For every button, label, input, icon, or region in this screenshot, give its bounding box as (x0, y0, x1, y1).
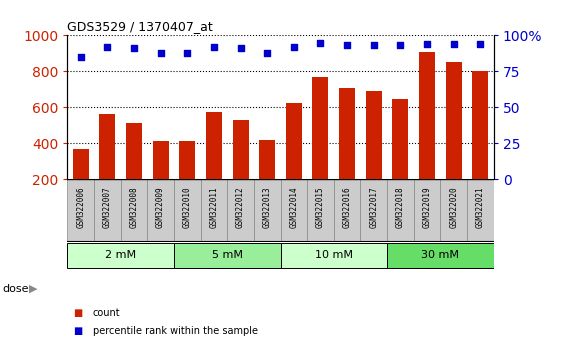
Point (263, 50, 272, 56)
Bar (201, 179, 227, 242)
Bar (445, 62, 462, 179)
Bar (254, 179, 280, 242)
Text: GSM322019: GSM322019 (422, 187, 431, 228)
Bar (339, 87, 355, 179)
Point (422, 41, 431, 47)
Text: GSM322008: GSM322008 (130, 187, 139, 228)
Text: GSM322007: GSM322007 (103, 187, 112, 228)
Point (396, 42, 405, 48)
Bar (94, 179, 121, 242)
Bar (67, 244, 174, 268)
Text: GSM322017: GSM322017 (369, 187, 378, 228)
Point (449, 41, 458, 47)
Bar (393, 99, 408, 179)
Text: ■: ■ (73, 308, 82, 318)
Point (103, 44, 112, 50)
Bar (472, 72, 488, 179)
Bar (286, 103, 302, 179)
Bar (419, 52, 435, 179)
Text: GSM322009: GSM322009 (156, 187, 165, 228)
Bar (153, 141, 168, 179)
Bar (360, 179, 387, 242)
Bar (147, 179, 174, 242)
Point (209, 44, 218, 50)
Point (130, 46, 139, 51)
Text: GDS3529 / 1370407_at: GDS3529 / 1370407_at (67, 20, 213, 33)
Text: ■: ■ (73, 326, 82, 336)
Point (289, 44, 298, 50)
Bar (413, 179, 440, 242)
Point (156, 50, 165, 56)
Bar (99, 114, 116, 179)
Text: GSM322013: GSM322013 (263, 187, 272, 228)
Bar (174, 244, 280, 268)
Bar (307, 179, 334, 242)
Text: 30 mM: 30 mM (421, 250, 459, 260)
Bar (366, 91, 381, 179)
Text: GSM322014: GSM322014 (289, 187, 298, 228)
Bar (126, 124, 142, 179)
Point (76, 54, 85, 60)
Bar (280, 244, 387, 268)
Text: count: count (93, 308, 120, 318)
Bar (259, 139, 275, 179)
Bar (387, 179, 413, 242)
Bar (440, 179, 467, 242)
Text: GSM322011: GSM322011 (209, 187, 218, 228)
Text: GSM322021: GSM322021 (476, 187, 485, 228)
Point (343, 42, 352, 48)
Bar (334, 179, 360, 242)
Text: GSM322006: GSM322006 (76, 187, 85, 228)
Text: GSM322020: GSM322020 (449, 187, 458, 228)
Bar (206, 112, 222, 179)
Text: 10 mM: 10 mM (315, 250, 353, 260)
Point (236, 46, 245, 51)
Text: dose: dose (3, 284, 29, 293)
Point (183, 50, 192, 56)
Bar (227, 179, 254, 242)
Point (369, 42, 378, 48)
Bar (67, 179, 94, 242)
Text: GSM322016: GSM322016 (343, 187, 352, 228)
Point (476, 41, 485, 47)
Text: 2 mM: 2 mM (105, 250, 136, 260)
Bar (467, 179, 494, 242)
Bar (312, 77, 328, 179)
Bar (174, 179, 201, 242)
Bar (73, 149, 89, 179)
Bar (121, 179, 147, 242)
Point (316, 40, 325, 45)
Bar (232, 120, 249, 179)
Text: GSM322010: GSM322010 (183, 187, 192, 228)
Bar (180, 141, 195, 179)
Text: 5 mM: 5 mM (211, 250, 243, 260)
Bar (280, 179, 307, 242)
Text: GSM322015: GSM322015 (316, 187, 325, 228)
Bar (387, 244, 494, 268)
Text: GSM322018: GSM322018 (396, 187, 405, 228)
Text: percentile rank within the sample: percentile rank within the sample (93, 326, 257, 336)
Text: ▶: ▶ (29, 284, 38, 293)
Text: GSM322012: GSM322012 (236, 187, 245, 228)
